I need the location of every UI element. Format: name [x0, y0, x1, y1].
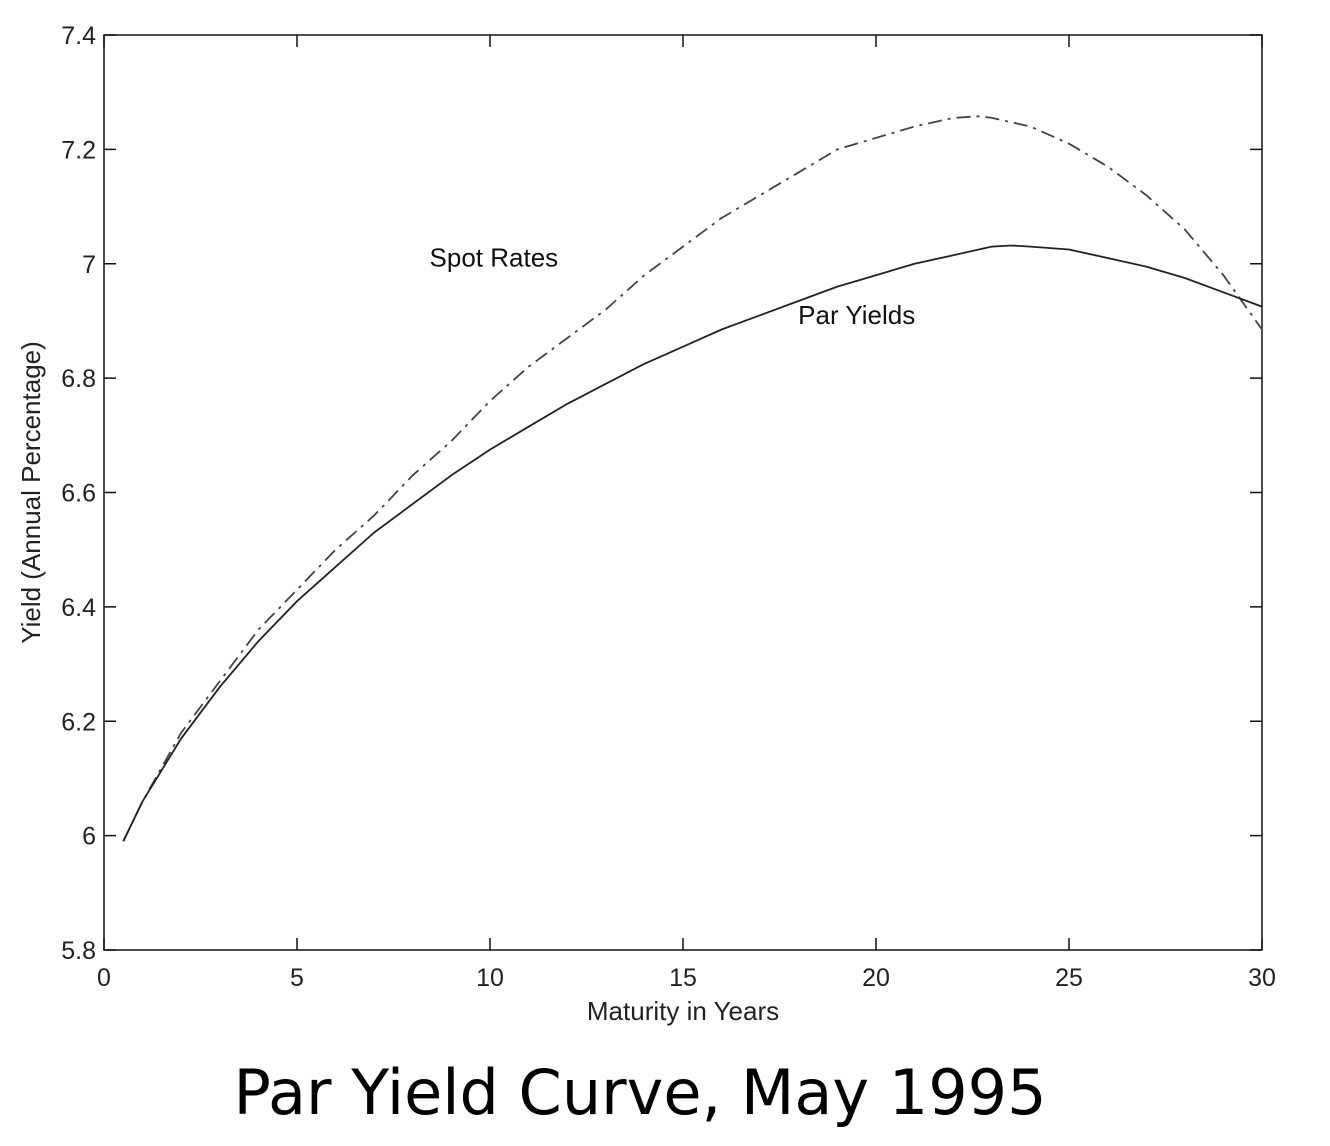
x-tick-label: 15: [669, 964, 697, 992]
x-tick-label: 30: [1248, 964, 1276, 992]
y-tick-label: 6.4: [61, 594, 96, 622]
series-annotation: Par Yields: [798, 300, 915, 330]
y-tick-label: 6.2: [61, 708, 96, 736]
y-axis-label: Yield (Annual Percentage): [16, 341, 46, 644]
y-tick-label: 7.2: [61, 136, 96, 164]
plot-frame: [103, 34, 1263, 951]
x-axis-label: Maturity in Years: [587, 996, 779, 1026]
y-tick-label: 7: [82, 251, 96, 279]
spot-rates-line: [122, 115, 1263, 842]
x-tick-label: 10: [476, 964, 504, 992]
x-tick-label: 5: [290, 964, 304, 992]
chart-title: Par Yield Curve, May 1995: [233, 1056, 1047, 1129]
plot-layer: 0 5 10 15 20 25 30 5.8 6 6.2 6.4 6.6 6.8 7 7.2 7.4 Spot …: [61, 22, 1276, 992]
x-tick-label: 0: [97, 964, 111, 992]
par-yields-line: [122, 244, 1263, 842]
y-tick-label: 5.8: [61, 937, 96, 965]
x-tick-label: 25: [1055, 964, 1083, 992]
line-chart: 0 5 10 15 20 25 30 5.8 6 6.2 6.4 6.6 6.8 7 7.2 7.4 Spot …: [16, 22, 1276, 1026]
series-annotation: Spot Rates: [430, 243, 559, 273]
y-tick-label: 6.8: [61, 365, 96, 393]
x-tick-label: 20: [862, 964, 890, 992]
y-tick-label: 6.6: [61, 480, 96, 508]
y-tick-label: 6: [82, 823, 96, 851]
y-tick-label: 7.4: [61, 22, 96, 50]
